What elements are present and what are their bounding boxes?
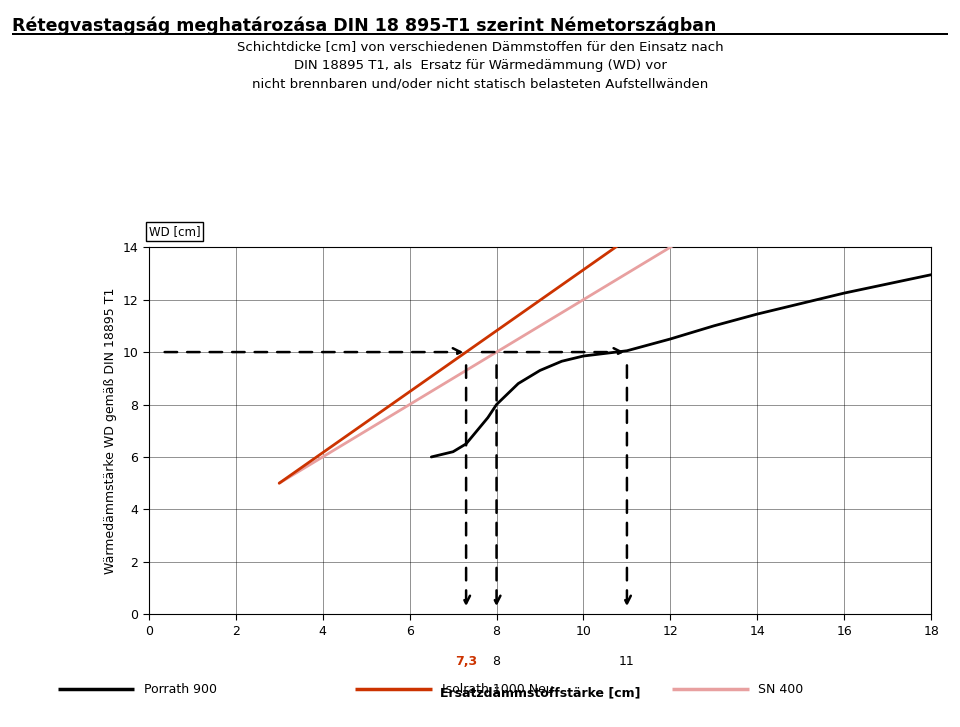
- Text: Schichtdicke [cm] von verschiedenen Dämmstoffen für den Einsatz nach
DIN 18895 T: Schichtdicke [cm] von verschiedenen Dämm…: [237, 40, 723, 91]
- Text: 8: 8: [492, 655, 500, 668]
- Y-axis label: Wärmedämmstärke WD gemäß DIN 18895 T1: Wärmedämmstärke WD gemäß DIN 18895 T1: [104, 288, 117, 574]
- Text: Isolrath 1000 Neu: Isolrath 1000 Neu: [442, 683, 553, 696]
- Text: 11: 11: [619, 655, 635, 668]
- Text: Porrath 900: Porrath 900: [144, 683, 217, 696]
- Text: 7,3: 7,3: [455, 655, 477, 668]
- Text: Ersatzdämmstoffstärke [cm]: Ersatzdämmstoffstärke [cm]: [440, 686, 640, 699]
- Text: SN 400: SN 400: [758, 683, 804, 696]
- Text: Rétegvastagság meghatározása DIN 18 895-T1 szerint Németországban: Rétegvastagság meghatározása DIN 18 895-…: [12, 17, 717, 35]
- Text: WD [cm]: WD [cm]: [149, 225, 201, 238]
